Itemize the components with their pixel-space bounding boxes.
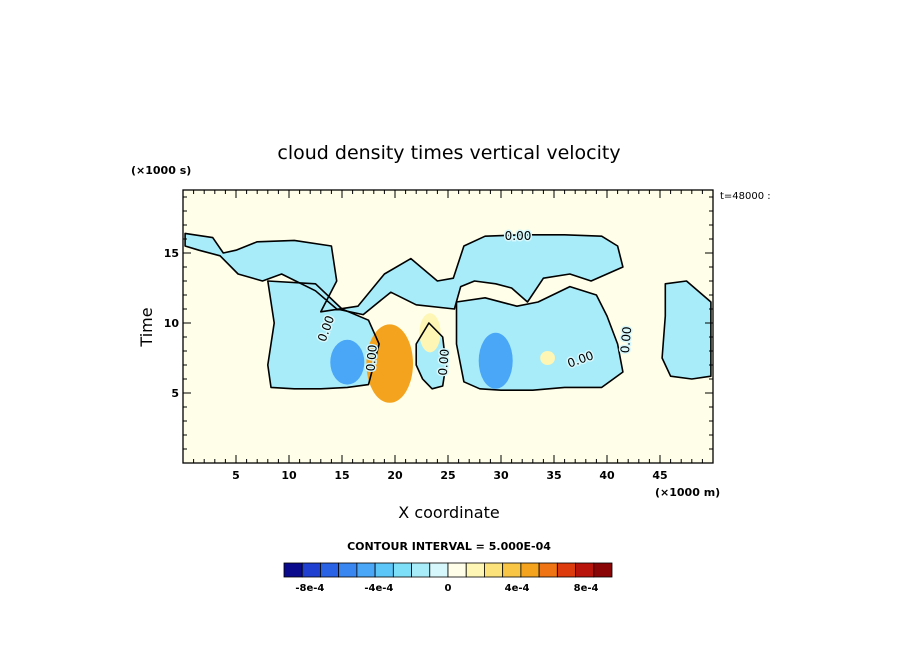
intensity-blobs	[330, 313, 555, 403]
contour-label-5: 0.00	[618, 326, 634, 354]
colorbar-swatch-11	[484, 562, 504, 578]
zero-contour-upper-broad	[184, 232, 624, 316]
plot-area: 0.000.000.00 0.00 0.000.00 5 10 15 20 25 30 35 40…	[164, 189, 714, 482]
colorbar-swatch-5	[374, 562, 394, 578]
colorbar-tick-label-2: 0	[445, 583, 452, 594]
blob-halo-pos	[366, 324, 414, 403]
x-tick-label-20: 20	[387, 469, 403, 482]
y-axis-ticks: 5 10 15	[164, 196, 713, 450]
zero-contours	[184, 232, 712, 392]
y-tick-label-15: 15	[164, 247, 179, 260]
blob-neg-right	[478, 332, 513, 389]
x-tick-label-5: 5	[232, 469, 240, 482]
x-tick-label-10: 10	[281, 469, 297, 482]
x-tick-label-15: 15	[334, 469, 349, 482]
colorbar-swatch-6	[392, 562, 412, 578]
colorbar-tick-label-0: -8e-4	[295, 583, 324, 594]
blob-pos-small	[540, 351, 555, 365]
x-tick-label-45: 45	[652, 469, 667, 482]
neg-region-upper-broad	[185, 233, 623, 315]
zero-contour-mid-strip	[415, 322, 447, 390]
colorbar-swatch-17	[593, 562, 613, 578]
colorbar-swatch-10	[465, 562, 485, 578]
colorbar-swatch-16	[575, 562, 595, 578]
colorbar-swatch-7	[411, 562, 431, 578]
plot-background	[183, 190, 713, 463]
x-unit-label: (×1000 m)	[655, 486, 720, 499]
colorbar-swatch-9	[447, 562, 467, 578]
blob-pos-mid	[419, 313, 441, 353]
colorbar-tick-labels: -8e-4 -4e-4 0 4e-4 8e-4	[295, 583, 598, 594]
contour-label-3: 0.00	[436, 348, 452, 376]
zero-contour-right-lobe	[455, 285, 624, 392]
zero-contour-far-right	[661, 280, 712, 380]
x-tick-label-30: 30	[493, 469, 509, 482]
colorbar-swatch-13	[520, 562, 540, 578]
neg-region-far-right	[662, 281, 711, 379]
colorbar-tick-label-4: 8e-4	[574, 583, 599, 594]
x-tick-label-25: 25	[440, 469, 455, 482]
x-tick-label-35: 35	[546, 469, 561, 482]
x-axis-ticks: 5 10 15 20 25 30 35 40 45	[193, 190, 703, 482]
colorbar-swatch-8	[429, 562, 449, 578]
contour-label-2: 0.00	[364, 344, 380, 372]
colorbar-swatch-3	[338, 562, 358, 578]
colorbar-swatch-4	[356, 562, 376, 578]
time-stamp-label: t=48000 :	[720, 191, 771, 202]
x-axis-label: X coordinate	[398, 503, 499, 522]
y-tick-label-10: 10	[164, 317, 180, 330]
contour-interval-text: CONTOUR INTERVAL = 5.000E-04	[347, 540, 551, 553]
colorbar-swatch-15	[556, 562, 576, 578]
chart-title: cloud density times vertical velocity	[277, 142, 620, 164]
colorbar-tick-label-1: -4e-4	[364, 583, 393, 594]
colorbar-swatch-12	[502, 562, 522, 578]
x-tick-label-40: 40	[599, 469, 615, 482]
contour-label-0: 0.00	[505, 229, 532, 243]
colorbar-swatch-2	[320, 562, 340, 578]
colorbar-tick-label-3: 4e-4	[505, 583, 530, 594]
y-tick-label-5: 5	[171, 387, 179, 400]
colorbar-swatch-0	[283, 562, 303, 578]
y-unit-label: (×1000 s)	[131, 164, 191, 177]
colorbar	[283, 562, 613, 578]
y-axis-label: Time	[137, 307, 156, 347]
colorbar-swatch-14	[538, 562, 558, 578]
zero-contour-left-lobe	[266, 280, 380, 390]
colorbar-swatch-1	[301, 562, 321, 578]
blob-neg-left	[330, 339, 365, 385]
